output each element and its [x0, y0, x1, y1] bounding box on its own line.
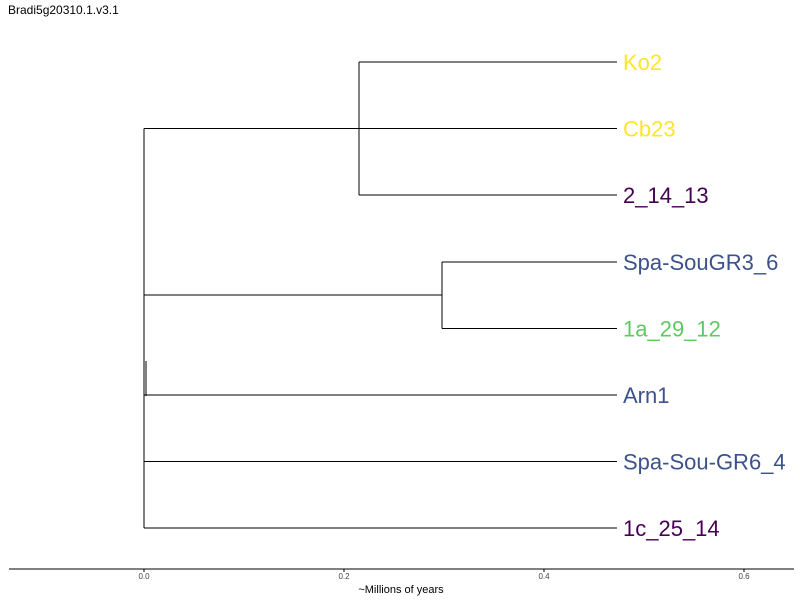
leaf-label: Cb23: [623, 117, 676, 142]
leaf-label: 2_14_13: [623, 183, 709, 208]
leaf-label: 1a_29_12: [623, 316, 721, 341]
plot-title: Bradi5g20310.1.v3.1: [8, 3, 119, 17]
axis-title: ~Millions of years: [358, 584, 444, 596]
branches: [143, 61, 617, 529]
axis-tick-label: 0.4: [538, 572, 550, 581]
axis-tick-label: 0.0: [138, 572, 150, 581]
leaf-label: Spa-Sou-GR6_4: [623, 450, 786, 475]
leaf-label: Spa-SouGR3_6: [623, 250, 778, 275]
axis-tick-label: 0.6: [738, 572, 750, 581]
leaf-label: 1c_25_14: [623, 516, 720, 541]
leaf-label: Ko2: [623, 50, 662, 75]
time-axis: 0.0 0.2 0.4 0.6 ~Millions of years: [9, 568, 794, 596]
axis-ticks: 0.0 0.2 0.4 0.6: [138, 569, 750, 581]
leaf-labels: Ko2 Cb23 2_14_13 Spa-SouGR3_6 1a_29_12 Arn1 Sp…: [623, 50, 786, 541]
leaf-label: Arn1: [623, 383, 669, 408]
axis-tick-label: 0.2: [338, 572, 350, 581]
